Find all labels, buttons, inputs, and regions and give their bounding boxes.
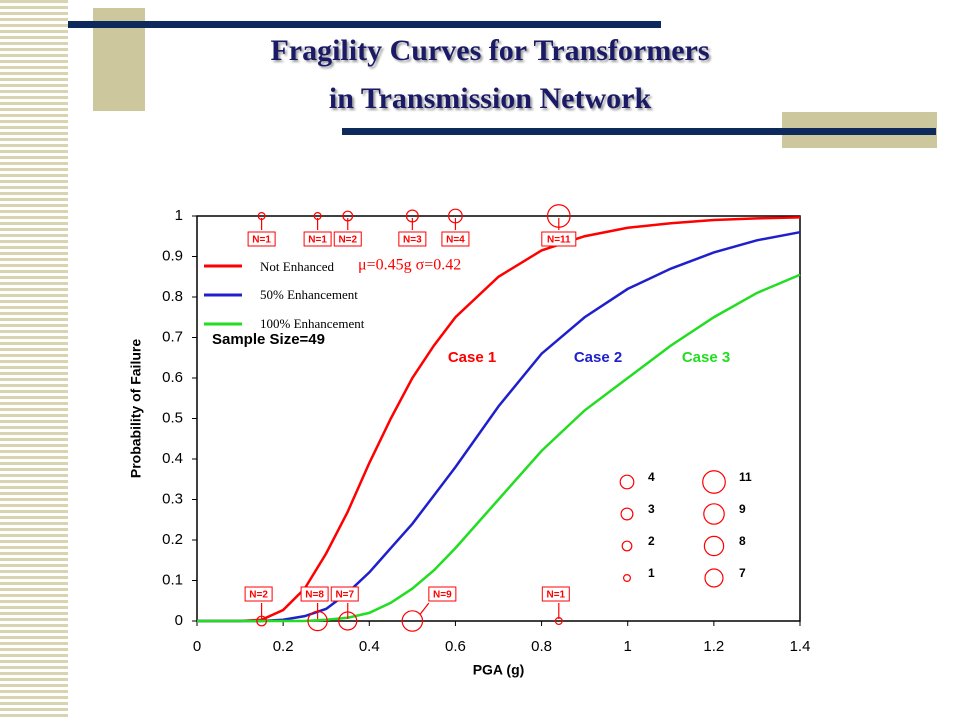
size-legend-bubble (621, 540, 633, 552)
label-text: N=2 (338, 235, 357, 246)
observation-label: N=7 (330, 586, 359, 619)
case-label: Case 1 (448, 349, 496, 366)
x-tick-label: 0 (193, 638, 201, 655)
size-legend-bubble (620, 507, 634, 521)
size-legend-label: 8 (739, 534, 746, 548)
label-box (441, 231, 470, 247)
size-legend-bubble (704, 568, 724, 588)
size-legend-bubble (622, 573, 631, 582)
case-label: Case 2 (574, 349, 622, 366)
label-box (398, 231, 427, 247)
observation-label: N=1 (541, 586, 570, 619)
label-text: N=11 (547, 235, 571, 246)
label-text: N=1 (252, 235, 271, 246)
label-arrow (419, 602, 430, 615)
size-legend-bubble (703, 535, 725, 557)
x-tick-label: 0.4 (359, 638, 380, 655)
y-tick-label: 0.6 (162, 369, 183, 386)
accent-bar (342, 128, 936, 135)
x-tick-label: 1.2 (703, 638, 724, 655)
label-text: N=2 (249, 590, 268, 601)
label-text: N=1 (308, 235, 327, 246)
label-text: N=9 (433, 590, 452, 601)
observation-label: N=1 (303, 218, 332, 247)
label-text: N=4 (446, 235, 465, 246)
curve (197, 273, 801, 623)
observation (401, 610, 424, 632)
x-tick-label: 1.4 (790, 638, 811, 655)
observation-label: N=4 (441, 218, 470, 247)
observation-label: N=1 (247, 218, 276, 247)
label-text: N=8 (305, 590, 324, 601)
plot-area (196, 215, 801, 622)
size-legend-label: 7 (739, 566, 746, 580)
curve (197, 216, 801, 623)
label-box (300, 586, 329, 602)
y-tick-label: 0.3 (162, 490, 183, 507)
title: Fragility Curves for Transformers (270, 34, 710, 67)
size-legend-bubble (703, 503, 725, 525)
title: in Transmission Network (328, 82, 652, 115)
size-legend-label: 3 (648, 502, 655, 516)
label-box (333, 231, 362, 247)
y-tick-label: 0.7 (162, 328, 183, 345)
x-tick-label: 0.2 (273, 638, 294, 655)
x-axis-label: PGA (g) (473, 662, 525, 678)
size-legend-label: 1 (648, 566, 655, 580)
observation-label: N=8 (300, 586, 329, 619)
size-legend-label: 2 (648, 534, 655, 548)
y-tick-label: 0.4 (162, 450, 183, 467)
observation-label: N=2 (244, 586, 273, 619)
y-tick-label: 0.5 (162, 409, 183, 426)
y-tick-label: 0 (175, 612, 183, 629)
parameters: μ=0.45g σ=0.42 (358, 257, 461, 274)
observation-label: N=11 (541, 218, 577, 247)
y-tick-label: 0.1 (162, 571, 183, 588)
curve (197, 230, 801, 623)
size-legend-label: 11 (739, 470, 752, 484)
legend-label: 100% Enhancement (260, 316, 365, 331)
label-box (428, 586, 457, 602)
observation-label: N=9 (419, 586, 457, 615)
size-legend-label: 4 (648, 470, 655, 484)
y-axis-label: Probability of Failure (128, 339, 144, 478)
y-tick-label: 0.2 (162, 531, 183, 548)
x-tick-label: 0.8 (531, 638, 552, 655)
y-tick-label: 0.9 (162, 247, 183, 264)
label-box (247, 231, 276, 247)
size-legend-bubble (702, 470, 726, 494)
observation-label: N=3 (398, 218, 427, 247)
label-box (244, 586, 273, 602)
label-text: N=3 (403, 235, 422, 246)
y-tick-label: 0.8 (162, 288, 183, 305)
legend-label: 50% Enhancement (260, 287, 358, 302)
size-legend-bubble (619, 474, 635, 490)
label-box (541, 231, 577, 247)
sample-size: Sample Size=49 (212, 331, 325, 348)
accent-bar (68, 21, 661, 28)
y-tick-label: 1 (175, 207, 183, 224)
label-box (303, 231, 332, 247)
label-box (330, 586, 359, 602)
x-tick-label: 1 (624, 638, 632, 655)
x-tick-label: 0.6 (445, 638, 466, 655)
label-box (541, 586, 570, 602)
stripe-band (0, 0, 68, 720)
label-text: N=7 (335, 590, 354, 601)
legend-label: Not Enhanced (260, 259, 335, 274)
label-text: N=1 (546, 590, 565, 601)
observation-label: N=2 (333, 218, 362, 247)
size-legend-label: 9 (739, 502, 746, 516)
case-label: Case 3 (682, 349, 730, 366)
